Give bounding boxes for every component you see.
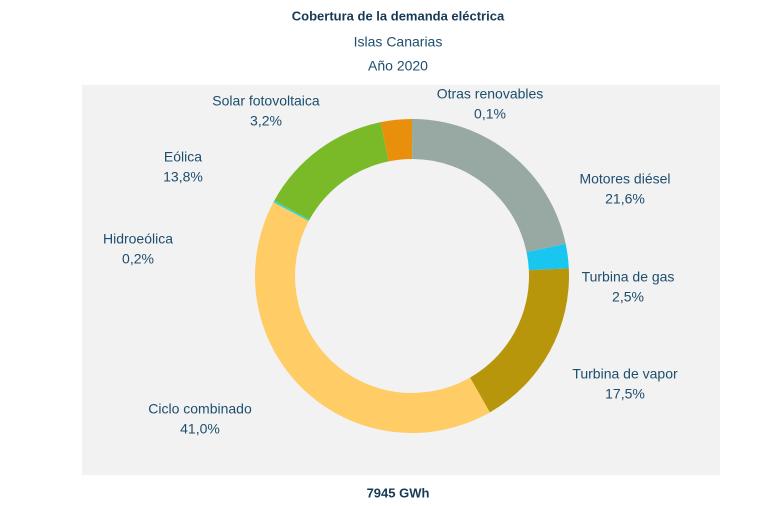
slice-value-label: 41,0%	[180, 421, 220, 437]
slice-label: Turbina de gas	[582, 269, 675, 285]
donut-segment	[412, 119, 413, 160]
slice-label: Eólica	[164, 149, 202, 165]
chart-footer: 7945 GWh	[367, 485, 430, 500]
chart-subtitle: Año 2020	[368, 58, 428, 74]
slice-value-label: 2,5%	[612, 289, 644, 305]
slice-label: Solar fotovoltaica	[212, 93, 320, 109]
slice-value-label: 21,6%	[605, 191, 645, 207]
slice-label: Otras renovables	[437, 86, 544, 102]
slice-value-label: 0,2%	[122, 251, 154, 267]
donut-segment	[470, 268, 569, 413]
slice-label: Motores diésel	[579, 171, 670, 187]
donut-segment	[274, 122, 389, 220]
slice-label: Ciclo combinado	[148, 401, 252, 417]
donut-segment	[273, 200, 310, 222]
chart-title: Cobertura de la demanda eléctrica	[292, 8, 505, 23]
donut-segment	[412, 119, 566, 253]
slice-label: Hidroeólica	[103, 231, 173, 247]
chart-subtitle: Islas Canarias	[354, 34, 443, 50]
donut-segment	[380, 119, 412, 162]
donut-segment	[526, 243, 569, 271]
slice-value-label: 13,8%	[163, 169, 203, 185]
slice-value-label: 3,2%	[250, 113, 282, 129]
donut-segment	[254, 202, 490, 433]
slice-label: Turbina de vapor	[572, 366, 678, 382]
slice-value-label: 17,5%	[605, 386, 645, 402]
slice-value-label: 0,1%	[474, 106, 506, 122]
